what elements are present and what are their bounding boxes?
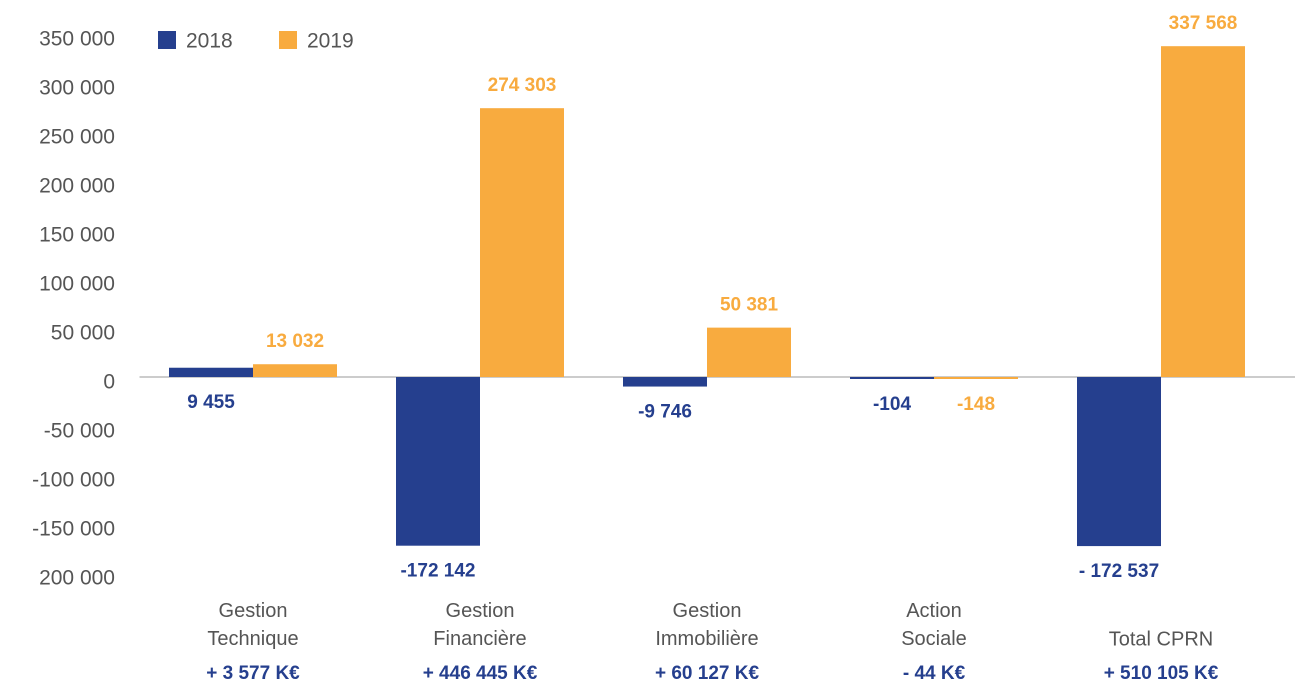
bar <box>1161 46 1245 378</box>
y-tick-label: -150 000 <box>32 518 115 541</box>
legend-swatch <box>158 31 176 49</box>
y-tick-label: 350 000 <box>39 28 115 51</box>
y-tick-label: 50 000 <box>51 322 115 345</box>
x-tick-label: Gestion Financière <box>433 600 526 650</box>
value-label: -104 <box>873 394 911 415</box>
x-tick-label: Total CPRN <box>1109 628 1213 650</box>
y-tick-label: 250 000 <box>39 126 115 149</box>
x-tick-label: Gestion Immobilière <box>655 600 758 650</box>
category-note: + 446 445 K€ <box>423 663 538 684</box>
y-tick-label: 100 000 <box>39 273 115 296</box>
y-tick-label: 0 <box>103 371 115 394</box>
bar <box>707 327 791 377</box>
bar <box>1077 377 1161 547</box>
value-label: 274 303 <box>488 75 557 96</box>
legend-label: 2019 <box>307 30 354 53</box>
legend-swatch <box>279 31 297 49</box>
bar <box>623 377 707 387</box>
value-label: - 172 537 <box>1079 561 1159 582</box>
x-tick-label: Gestion Technique <box>207 600 298 650</box>
y-tick-label: 300 000 <box>39 77 115 100</box>
legend-label: 2018 <box>186 30 233 53</box>
value-label: 9 455 <box>187 392 235 413</box>
category-note: - 44 K€ <box>903 663 966 684</box>
value-label: 50 381 <box>720 295 779 316</box>
value-label: 13 032 <box>266 331 324 352</box>
category-note: + 60 127 K€ <box>655 663 759 684</box>
bar <box>934 377 1018 379</box>
y-tick-label: 200 000 <box>39 567 115 590</box>
value-label: -148 <box>957 394 995 415</box>
y-tick-label: 150 000 <box>39 224 115 247</box>
y-tick-label: -100 000 <box>32 469 115 492</box>
category-note: + 510 105 K€ <box>1104 663 1219 684</box>
y-tick-label: -50 000 <box>44 420 115 443</box>
category-note: + 3 577 K€ <box>206 663 300 684</box>
bar <box>850 377 934 379</box>
bar <box>253 364 337 377</box>
bar <box>169 367 253 377</box>
y-tick-label: 200 000 <box>39 175 115 198</box>
value-label: -172 142 <box>400 561 475 582</box>
bar <box>396 377 480 546</box>
value-label: -9 746 <box>638 402 692 423</box>
bar <box>480 108 564 378</box>
x-tick-label: Action Sociale <box>901 600 967 650</box>
value-label: 337 568 <box>1169 13 1238 34</box>
